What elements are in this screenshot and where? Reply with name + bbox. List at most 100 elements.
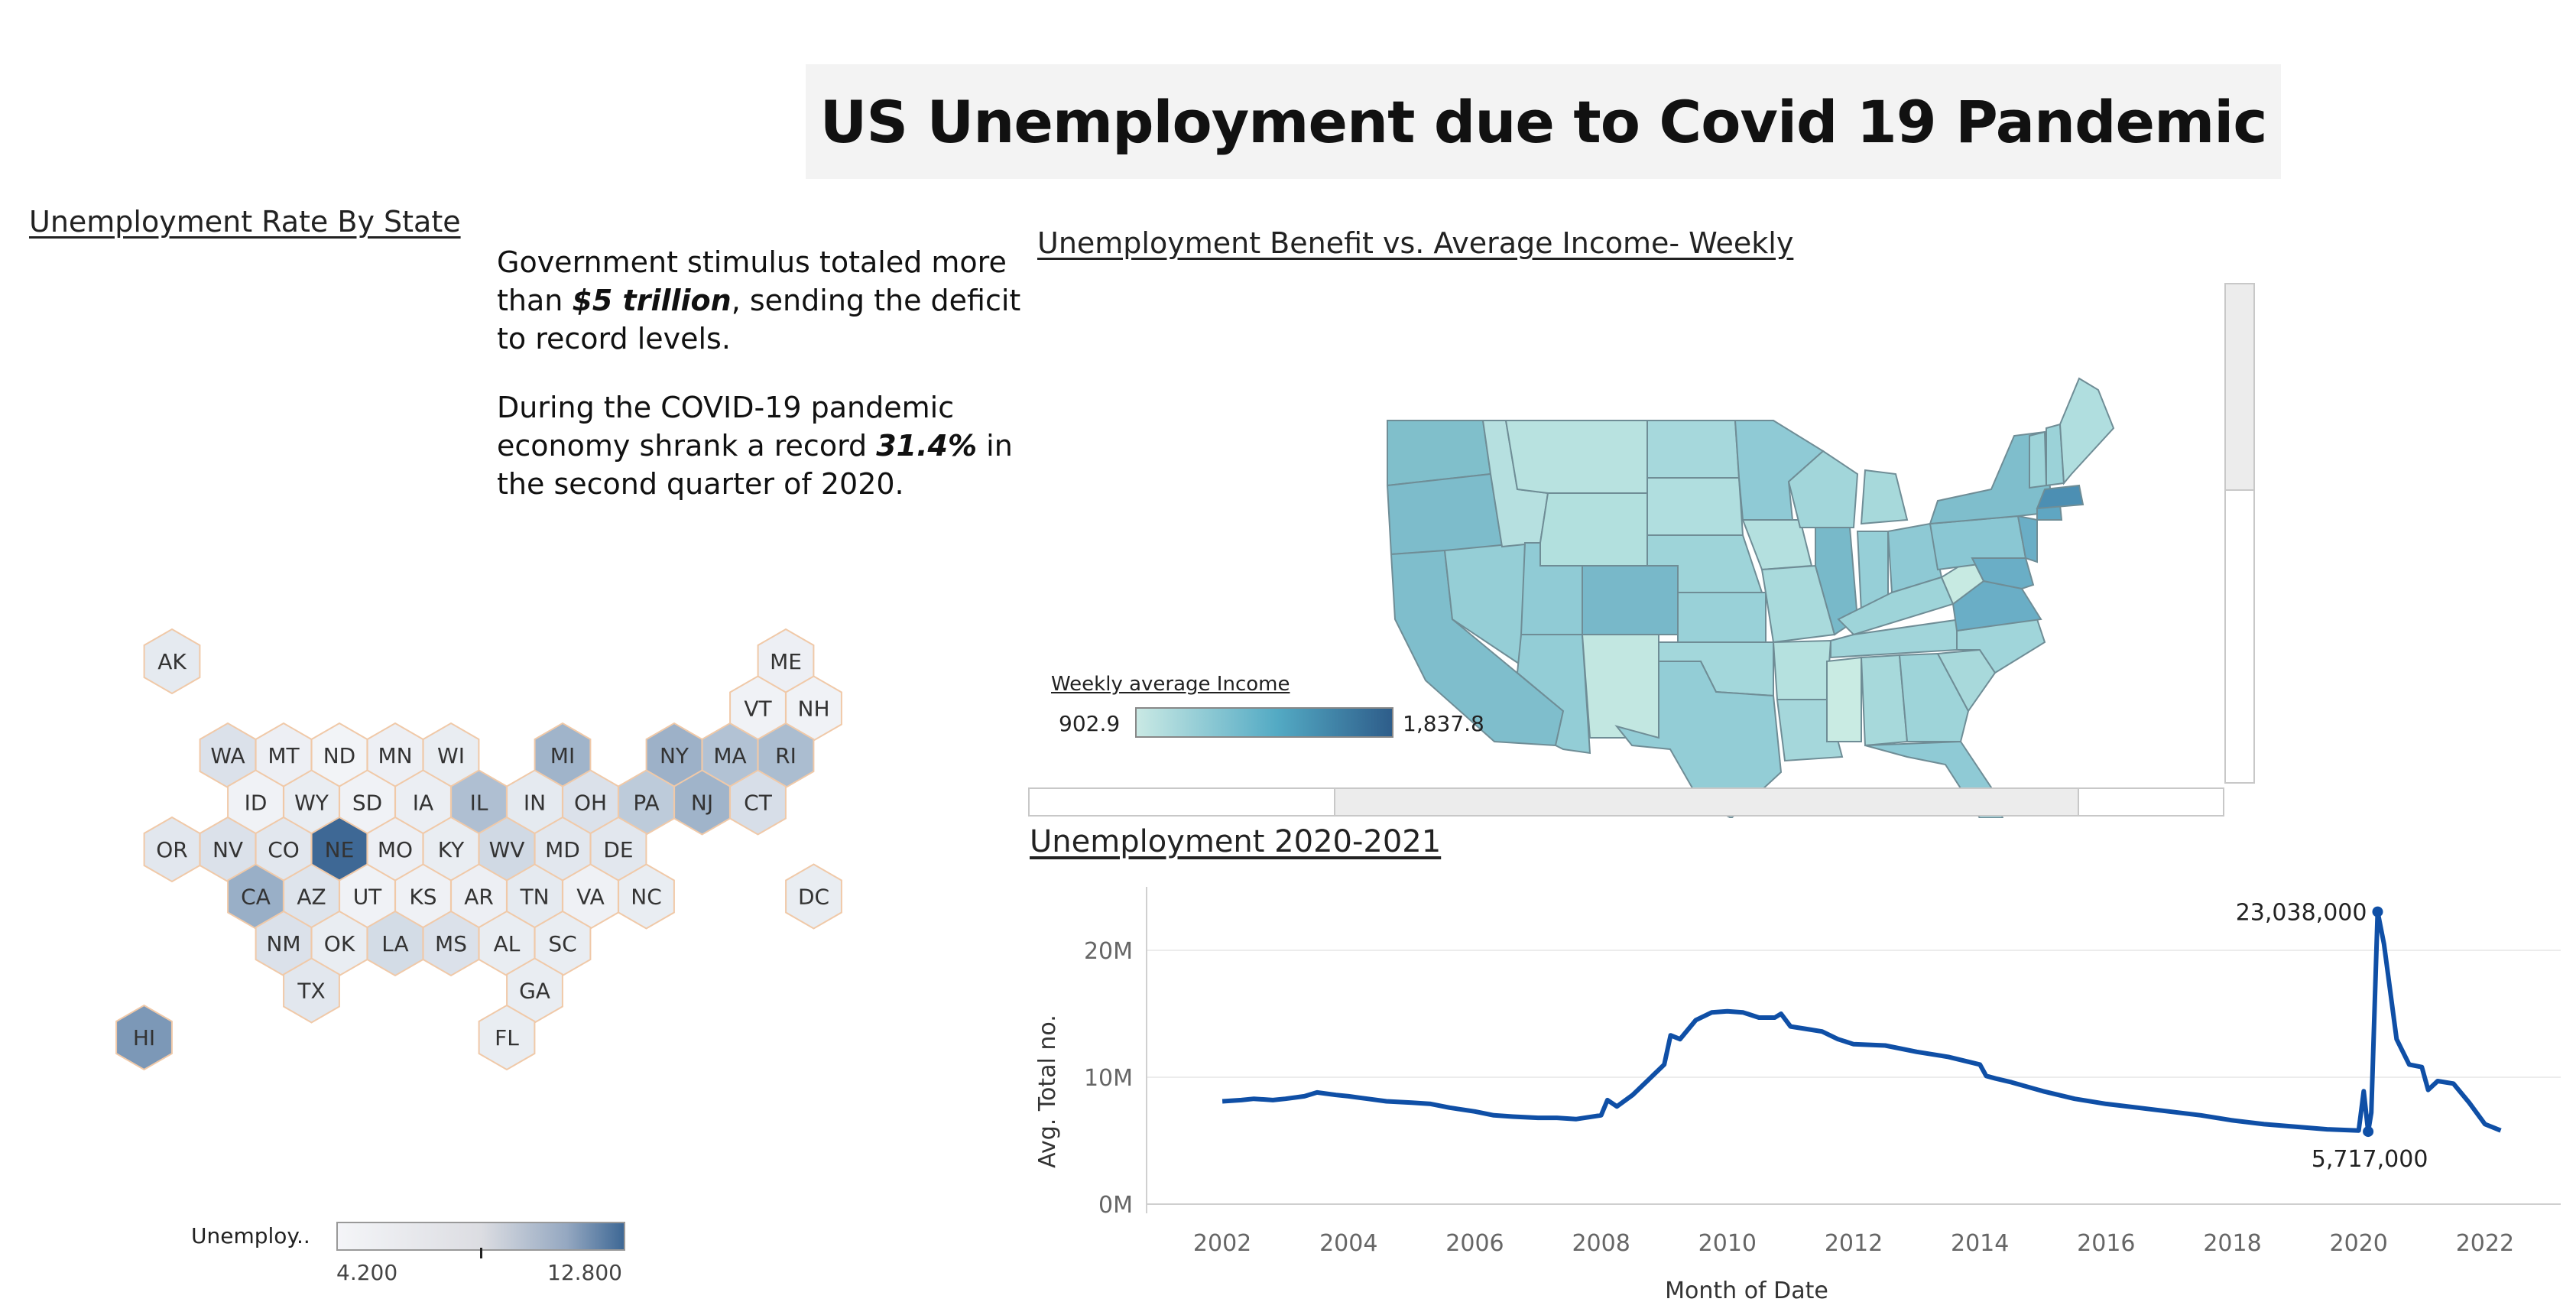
state-shape-sd[interactable] [1646, 477, 1744, 536]
unemployment-line[interactable] [1221, 909, 2502, 1135]
map-horizontal-scrollbar[interactable] [1028, 787, 2224, 817]
hex-legend-gradient[interactable] [336, 1222, 625, 1251]
hex-label-ak: AK [157, 649, 187, 674]
state-shape-md[interactable] [1971, 557, 2035, 590]
hex-tile-ma[interactable]: MA [701, 722, 759, 789]
hex-tile-wv[interactable]: WV [478, 816, 536, 883]
hex-tile-ky[interactable]: KY [422, 816, 480, 883]
line-chart-panel: 0M 10M 20M 2002 2004 2006 2008 2010 2012 2014 2016… [1024, 872, 2568, 1315]
hex-label-ne: NE [325, 837, 355, 862]
hex-tile-mi[interactable]: MI [534, 722, 592, 789]
min-point-marker[interactable] [2363, 1126, 2374, 1138]
hex-label-oh: OH [574, 791, 607, 816]
note-stimulus-text-2: , sending the deficit to record levels. [497, 284, 1021, 356]
hex-tile-nc[interactable]: NC [618, 863, 675, 930]
hex-label-ga: GA [519, 979, 550, 1004]
map-horizontal-scroll-thumb[interactable] [1334, 789, 2079, 815]
x-tick-2002: 2002 [1193, 1230, 1251, 1257]
state-shape-mn[interactable] [1734, 420, 1825, 521]
state-shape-vt[interactable] [2029, 430, 2048, 489]
hex-label-nd: ND [323, 743, 356, 768]
hex-tile-ne[interactable]: NE [310, 816, 368, 883]
hex-tile-ca[interactable]: CA [227, 863, 284, 930]
hex-tile-hi[interactable]: HI [115, 1004, 173, 1071]
hex-tile-ct[interactable]: CT [729, 769, 787, 836]
hex-tile-ms[interactable]: MS [422, 910, 480, 977]
state-shape-ms[interactable] [1826, 656, 1862, 742]
hex-label-ca: CA [241, 885, 271, 910]
map-vertical-scrollbar[interactable] [2224, 283, 2255, 784]
state-shape-ar[interactable] [1772, 639, 1832, 700]
hex-tile-dc[interactable]: DC [785, 863, 842, 930]
hex-legend-label: Unemploy.. [191, 1223, 310, 1248]
line-chart-svg[interactable]: 0M 10M 20M 2002 2004 2006 2008 2010 2012 2014 2016… [1024, 872, 2568, 1315]
map-legend-gradient[interactable] [1135, 707, 1393, 738]
state-shape-nm[interactable] [1581, 634, 1659, 739]
hex-label-vt: VT [744, 696, 772, 722]
hex-label-nh: NH [798, 696, 830, 722]
hex-tile-ri[interactable]: RI [757, 722, 815, 789]
x-tick-2022: 2022 [2456, 1230, 2514, 1257]
hex-tile-or[interactable]: OR [143, 816, 201, 883]
dashboard-title: US Unemployment due to Covid 19 Pandemic [819, 87, 2268, 156]
hex-tile-id[interactable]: ID [227, 769, 284, 836]
hex-label-wi: WI [437, 743, 465, 768]
hex-label-ks: KS [409, 885, 436, 910]
hex-tile-pa[interactable]: PA [618, 769, 675, 836]
state-shape-ga[interactable] [1898, 652, 1970, 742]
hex-tile-tx[interactable]: TX [283, 957, 340, 1024]
x-tick-2012: 2012 [1825, 1230, 1883, 1257]
state-shape-ks[interactable] [1677, 592, 1767, 643]
state-shape-or[interactable] [1386, 472, 1504, 556]
hex-legend-max: 12.800 [547, 1260, 622, 1285]
hex-tile-wy[interactable]: WY [283, 769, 340, 836]
hex-label-tn: TN [519, 885, 549, 910]
hex-label-md: MD [545, 837, 580, 862]
hex-tile-ar[interactable]: AR [450, 863, 508, 930]
hex-tile-sc[interactable]: SC [534, 910, 592, 977]
hex-tile-fl[interactable]: FL [478, 1004, 536, 1071]
hex-label-co: CO [268, 837, 300, 862]
hex-tile-ok[interactable]: OK [310, 910, 368, 977]
state-shape-wi[interactable] [1787, 450, 1859, 528]
state-shape-ma[interactable] [2036, 484, 2084, 510]
hex-tile-ny[interactable]: NY [645, 722, 703, 789]
state-shape-wy[interactable] [1539, 492, 1648, 567]
hex-label-ma: MA [713, 743, 746, 768]
state-shape-nj[interactable] [2016, 515, 2038, 563]
hex-tile-ga[interactable]: GA [506, 957, 563, 1024]
hex-tile-ak[interactable]: AK [143, 628, 201, 695]
x-tick-2010: 2010 [1698, 1230, 1757, 1257]
hex-tile-nm[interactable]: NM [255, 910, 313, 977]
max-point-marker[interactable] [2372, 906, 2383, 917]
us-income-map[interactable] [1028, 283, 2221, 820]
hex-tile-vt[interactable]: VT [729, 675, 787, 742]
hex-tile-ut[interactable]: UT [339, 863, 396, 930]
state-shape-la[interactable] [1776, 699, 1844, 762]
hex-tile-oh[interactable]: OH [562, 769, 619, 836]
hex-label-nm: NM [266, 931, 300, 956]
state-shape-co[interactable] [1582, 565, 1679, 635]
hex-tile-sd[interactable]: SD [339, 769, 396, 836]
hex-tile-in[interactable]: IN [506, 769, 563, 836]
state-shape-mt[interactable] [1504, 420, 1648, 494]
hex-tile-wi[interactable]: WI [422, 722, 480, 789]
map-vertical-scroll-thumb[interactable] [2226, 284, 2253, 491]
hex-label-or: OR [156, 837, 188, 862]
hex-tile-nd[interactable]: ND [310, 722, 368, 789]
hex-label-tx: TX [297, 979, 325, 1004]
hex-map-title: Unemployment Rate By State [29, 205, 461, 239]
hex-label-az: AZ [297, 885, 326, 910]
note-stimulus-text-1: Government stimulus totaled more than [497, 245, 1007, 317]
hex-tile-mt[interactable]: MT [255, 722, 313, 789]
hex-tile-nh[interactable]: NH [785, 675, 842, 742]
hex-label-sd: SD [352, 791, 382, 816]
state-shape-mo[interactable] [1760, 564, 1836, 644]
hex-tile-mn[interactable]: MN [366, 722, 424, 789]
state-shape-nd[interactable] [1646, 420, 1741, 479]
state-shape-me[interactable] [2059, 377, 2115, 485]
hex-tile-ks[interactable]: KS [394, 863, 452, 930]
hex-label-dc: DC [798, 885, 829, 910]
state-shape-mi[interactable] [1860, 469, 1909, 525]
hex-label-fl: FL [495, 1025, 519, 1050]
